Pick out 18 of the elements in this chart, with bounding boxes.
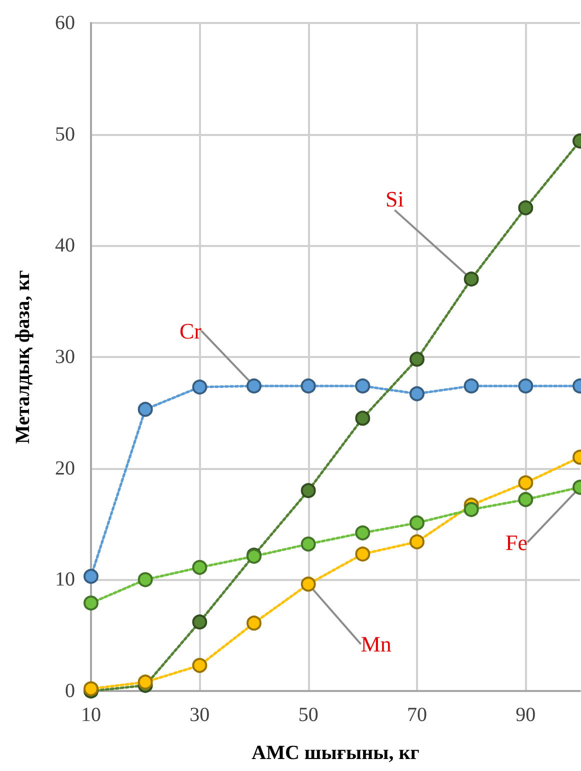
y-tick-label: 20 [55,457,75,480]
x-tick-label: 30 [190,704,210,726]
y-tick-label: 60 [55,12,75,34]
x-tick-label: 50 [298,704,318,726]
x-axis-title: АМС шығыны, кг [252,742,420,764]
text: Si [385,186,404,212]
x-tick-label: 90 [516,704,536,726]
y-tick-label: 0 [65,680,75,702]
series-label: Cr [180,318,202,344]
y-tick-label: 30 [55,346,75,368]
y-axis-title: Металдық фаза, кг [12,270,34,444]
series-label: Fe [506,530,528,555]
y-tick-label: 50 [55,123,75,146]
x-tick-label: 70 [407,704,427,726]
y-tick-label: 40 [55,234,75,257]
y-tick-label: 10 [55,568,75,591]
text: Mn [360,632,392,657]
x-tick-label: 10 [81,704,101,726]
